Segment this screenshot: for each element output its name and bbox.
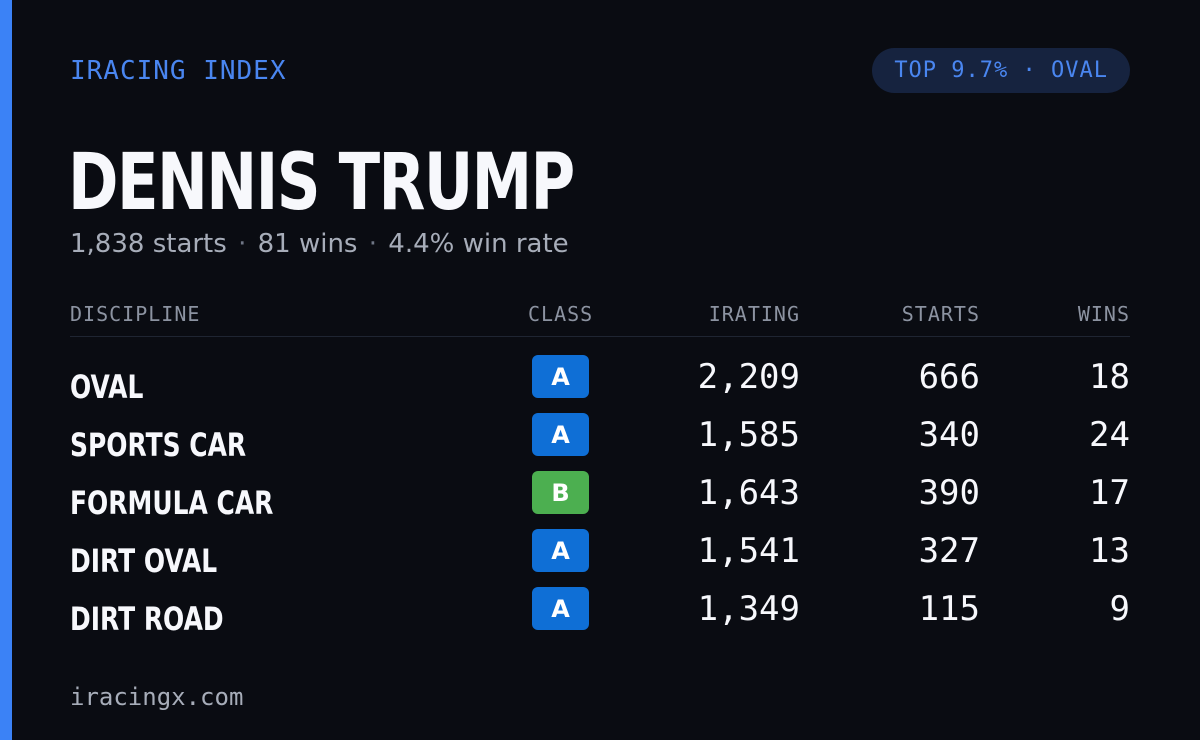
class-badge: A — [532, 587, 589, 630]
starts-value: 327 — [918, 531, 980, 571]
discipline-name: OVAL — [70, 368, 144, 406]
discipline-name: DIRT OVAL — [70, 542, 218, 580]
summary-separator: · — [238, 229, 247, 259]
irating-value: 1,585 — [697, 415, 800, 455]
class-badge: A — [532, 355, 589, 398]
header-discipline: DISCIPLINE — [70, 302, 201, 326]
table-row: FORMULA CAR B 1,643 390 17 — [70, 469, 1130, 527]
header-irating: IRATING — [708, 302, 800, 326]
irating-value: 1,643 — [697, 473, 800, 513]
irating-value: 2,209 — [697, 357, 800, 397]
wins-value: 9 — [1109, 589, 1130, 629]
wins-value: 17 — [1089, 473, 1130, 513]
discipline-table: DISCIPLINE CLASS IRATING STARTS WINS OVA… — [70, 296, 1130, 638]
class-badge: B — [532, 471, 589, 514]
table-row: DIRT OVAL A 1,541 327 13 — [70, 527, 1130, 585]
summary-starts: 1,838 starts — [70, 229, 227, 259]
table-body: OVAL A 2,209 666 18 SPORTS CAR A 1,585 3… — [70, 353, 1130, 643]
table-row: OVAL A 2,209 666 18 — [70, 353, 1130, 411]
table-row: DIRT ROAD A 1,349 115 9 — [70, 585, 1130, 643]
table-header: DISCIPLINE CLASS IRATING STARTS WINS — [70, 296, 1130, 337]
wins-value: 24 — [1089, 415, 1130, 455]
summary-win-rate: 4.4% win rate — [388, 229, 569, 259]
irating-value: 1,349 — [697, 589, 800, 629]
header-starts: STARTS — [901, 302, 980, 326]
table-row: SPORTS CAR A 1,585 340 24 — [70, 411, 1130, 469]
header-wins: WINS — [1077, 302, 1130, 326]
rank-badge: TOP 9.7% · OVAL — [872, 48, 1130, 93]
class-badge: A — [532, 413, 589, 456]
starts-value: 115 — [918, 589, 980, 629]
discipline-name: FORMULA CAR — [70, 484, 274, 522]
header-class: CLASS — [528, 302, 594, 326]
wins-value: 13 — [1089, 531, 1130, 571]
wins-value: 18 — [1089, 357, 1130, 397]
driver-name: DENNIS TRUMP — [68, 138, 575, 228]
class-badge: A — [532, 529, 589, 572]
summary-wins: 81 wins — [257, 229, 358, 259]
brand-title: IRACING INDEX — [70, 56, 287, 86]
starts-value: 666 — [918, 357, 980, 397]
discipline-name: DIRT ROAD — [70, 600, 224, 638]
starts-value: 340 — [918, 415, 980, 455]
irating-value: 1,541 — [697, 531, 800, 571]
starts-value: 390 — [918, 473, 980, 513]
footer-site: iracingx.com — [70, 683, 244, 711]
discipline-name: SPORTS CAR — [70, 426, 247, 464]
accent-bar — [0, 0, 12, 740]
summary-separator: · — [368, 229, 378, 259]
driver-summary: 1,838 starts · 81 wins · 4.4% win rate — [70, 229, 569, 259]
